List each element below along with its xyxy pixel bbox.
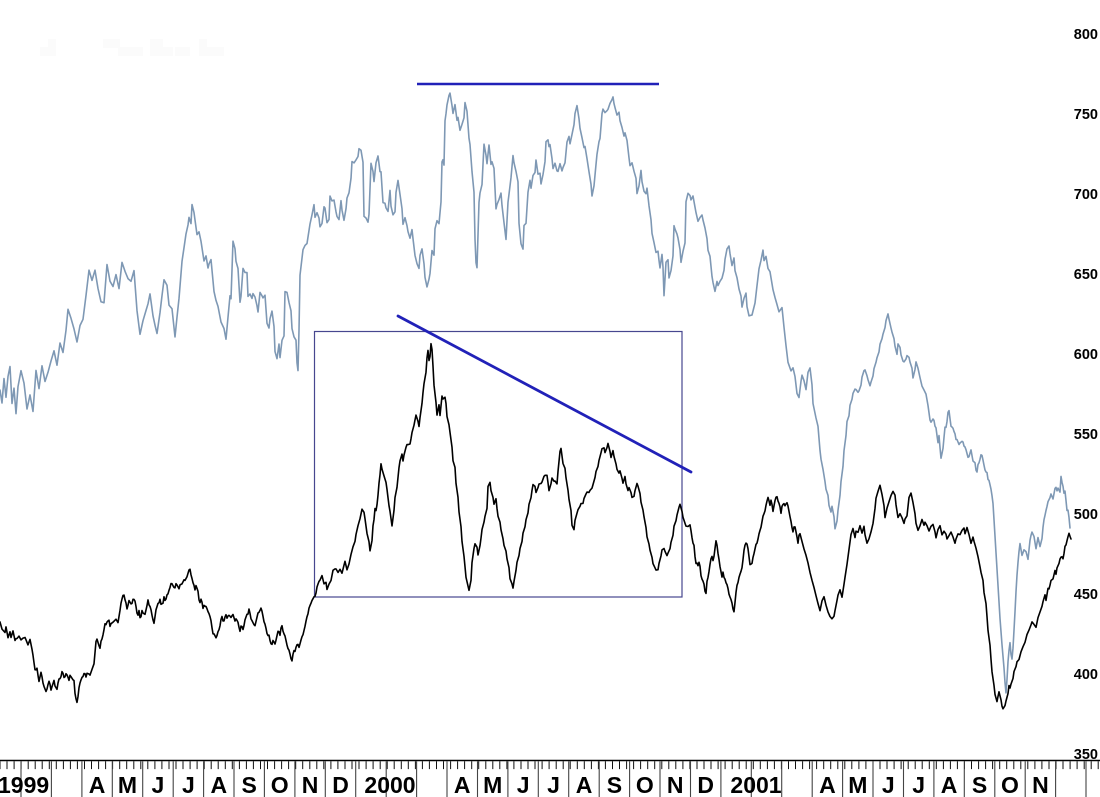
svg-text:J: J bbox=[152, 772, 165, 797]
svg-text:1999: 1999 bbox=[0, 772, 49, 797]
svg-text:N: N bbox=[302, 772, 319, 797]
svg-text:400: 400 bbox=[1074, 667, 1098, 683]
svg-text:A: A bbox=[454, 772, 471, 797]
svg-text:O: O bbox=[636, 772, 654, 797]
svg-text:O: O bbox=[1001, 772, 1019, 797]
svg-text:2001: 2001 bbox=[730, 772, 781, 797]
svg-text:J: J bbox=[517, 772, 530, 797]
svg-text:S: S bbox=[972, 772, 987, 797]
svg-text:M: M bbox=[483, 772, 502, 797]
svg-text:J: J bbox=[912, 772, 925, 797]
svg-text:A: A bbox=[941, 772, 958, 797]
svg-text:750: 750 bbox=[1074, 107, 1098, 123]
svg-text:O: O bbox=[271, 772, 289, 797]
svg-text:J: J bbox=[547, 772, 560, 797]
svg-text:650: 650 bbox=[1074, 267, 1098, 283]
svg-text:D: D bbox=[697, 772, 714, 797]
svg-text:A: A bbox=[576, 772, 593, 797]
svg-text:N: N bbox=[1032, 772, 1049, 797]
svg-text:N: N bbox=[667, 772, 684, 797]
svg-text:J: J bbox=[882, 772, 895, 797]
svg-text:2000: 2000 bbox=[364, 772, 415, 797]
svg-text:M: M bbox=[118, 772, 137, 797]
svg-text:800: 800 bbox=[1074, 27, 1098, 43]
svg-text:A: A bbox=[210, 772, 227, 797]
svg-text:M: M bbox=[848, 772, 867, 797]
svg-text:350: 350 bbox=[1074, 747, 1098, 763]
svg-text:A: A bbox=[819, 772, 836, 797]
svg-text:700: 700 bbox=[1074, 187, 1098, 203]
svg-text:A: A bbox=[89, 772, 106, 797]
svg-text:550: 550 bbox=[1074, 427, 1098, 443]
svg-text:S: S bbox=[242, 772, 257, 797]
svg-text:450: 450 bbox=[1074, 587, 1098, 603]
svg-text:600: 600 bbox=[1074, 347, 1098, 363]
svg-text:S: S bbox=[607, 772, 622, 797]
svg-text:D: D bbox=[332, 772, 349, 797]
svg-text:J: J bbox=[182, 772, 195, 797]
svg-text:500: 500 bbox=[1074, 507, 1098, 523]
